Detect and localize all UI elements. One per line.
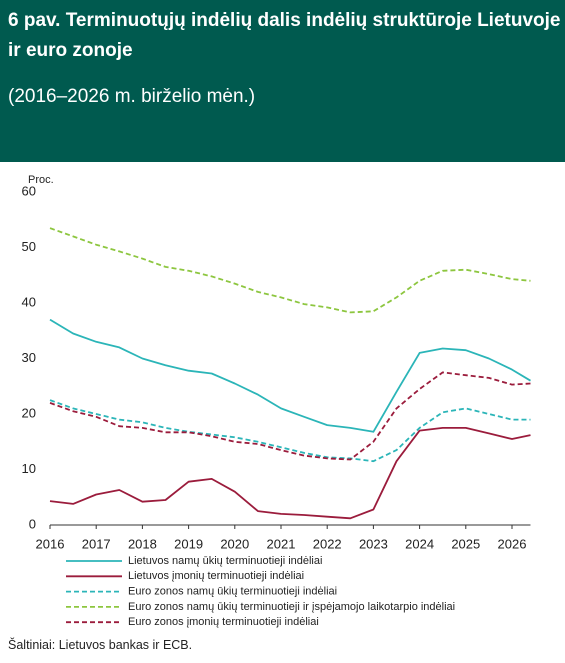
series-line [49, 227, 531, 314]
series-line [49, 427, 531, 520]
series-line [49, 318, 531, 433]
y-axis-label: Proc. [28, 174, 54, 186]
x-tick-label: 2025 [451, 536, 480, 551]
x-tick-label: 2016 [36, 536, 65, 551]
legend-label: Euro zonos namų ūkių terminuotieji indėl… [128, 586, 337, 598]
legend-label: Euro zonos namų ūkių terminuotieji ir įs… [128, 601, 455, 613]
legend-label: Euro zonos įmonių terminuotieji indėliai [128, 616, 319, 628]
x-tick-label: 2018 [128, 536, 157, 551]
series-line [49, 399, 531, 463]
chart-title: 6 pav. Terminuotųjų indėlių dalis indėli… [8, 10, 561, 61]
x-tick-label: 2017 [82, 536, 111, 551]
y-tick-label: 30 [22, 350, 36, 365]
y-tick-label: 60 [22, 183, 36, 198]
chart-subtitle: (2016–2026 m. birželio mėn.) [8, 86, 256, 107]
header: 6 pav. Terminuotųjų indėlių dalis indėli… [0, 0, 565, 162]
y-tick-label: 20 [22, 405, 36, 420]
y-tick-label: 0 [29, 516, 36, 531]
legend-label: Lietuvos įmonių terminuotieji indėliai [128, 570, 304, 582]
x-tick-label: 2020 [220, 536, 249, 551]
source-note: Šaltiniai: Lietuvos bankas ir ECB. [8, 638, 193, 652]
series-line [49, 371, 531, 461]
x-tick-label: 2019 [174, 536, 203, 551]
chart: Proc. 0 10 20 30 40 50 60 2016 2017 2018 2019 2020 20… [22, 174, 531, 628]
x-tick-label: 2023 [359, 536, 388, 551]
legend-label: Lietuvos namų ūkių terminuotieji indėlia… [128, 555, 322, 567]
y-tick-label: 40 [22, 294, 36, 309]
x-tick-label: 2026 [498, 536, 527, 551]
x-tick-label: 2024 [405, 536, 434, 551]
y-tick-label: 50 [22, 239, 36, 254]
x-tick-label: 2022 [313, 536, 342, 551]
y-tick-label: 10 [22, 461, 36, 476]
x-tick-label: 2021 [267, 536, 296, 551]
